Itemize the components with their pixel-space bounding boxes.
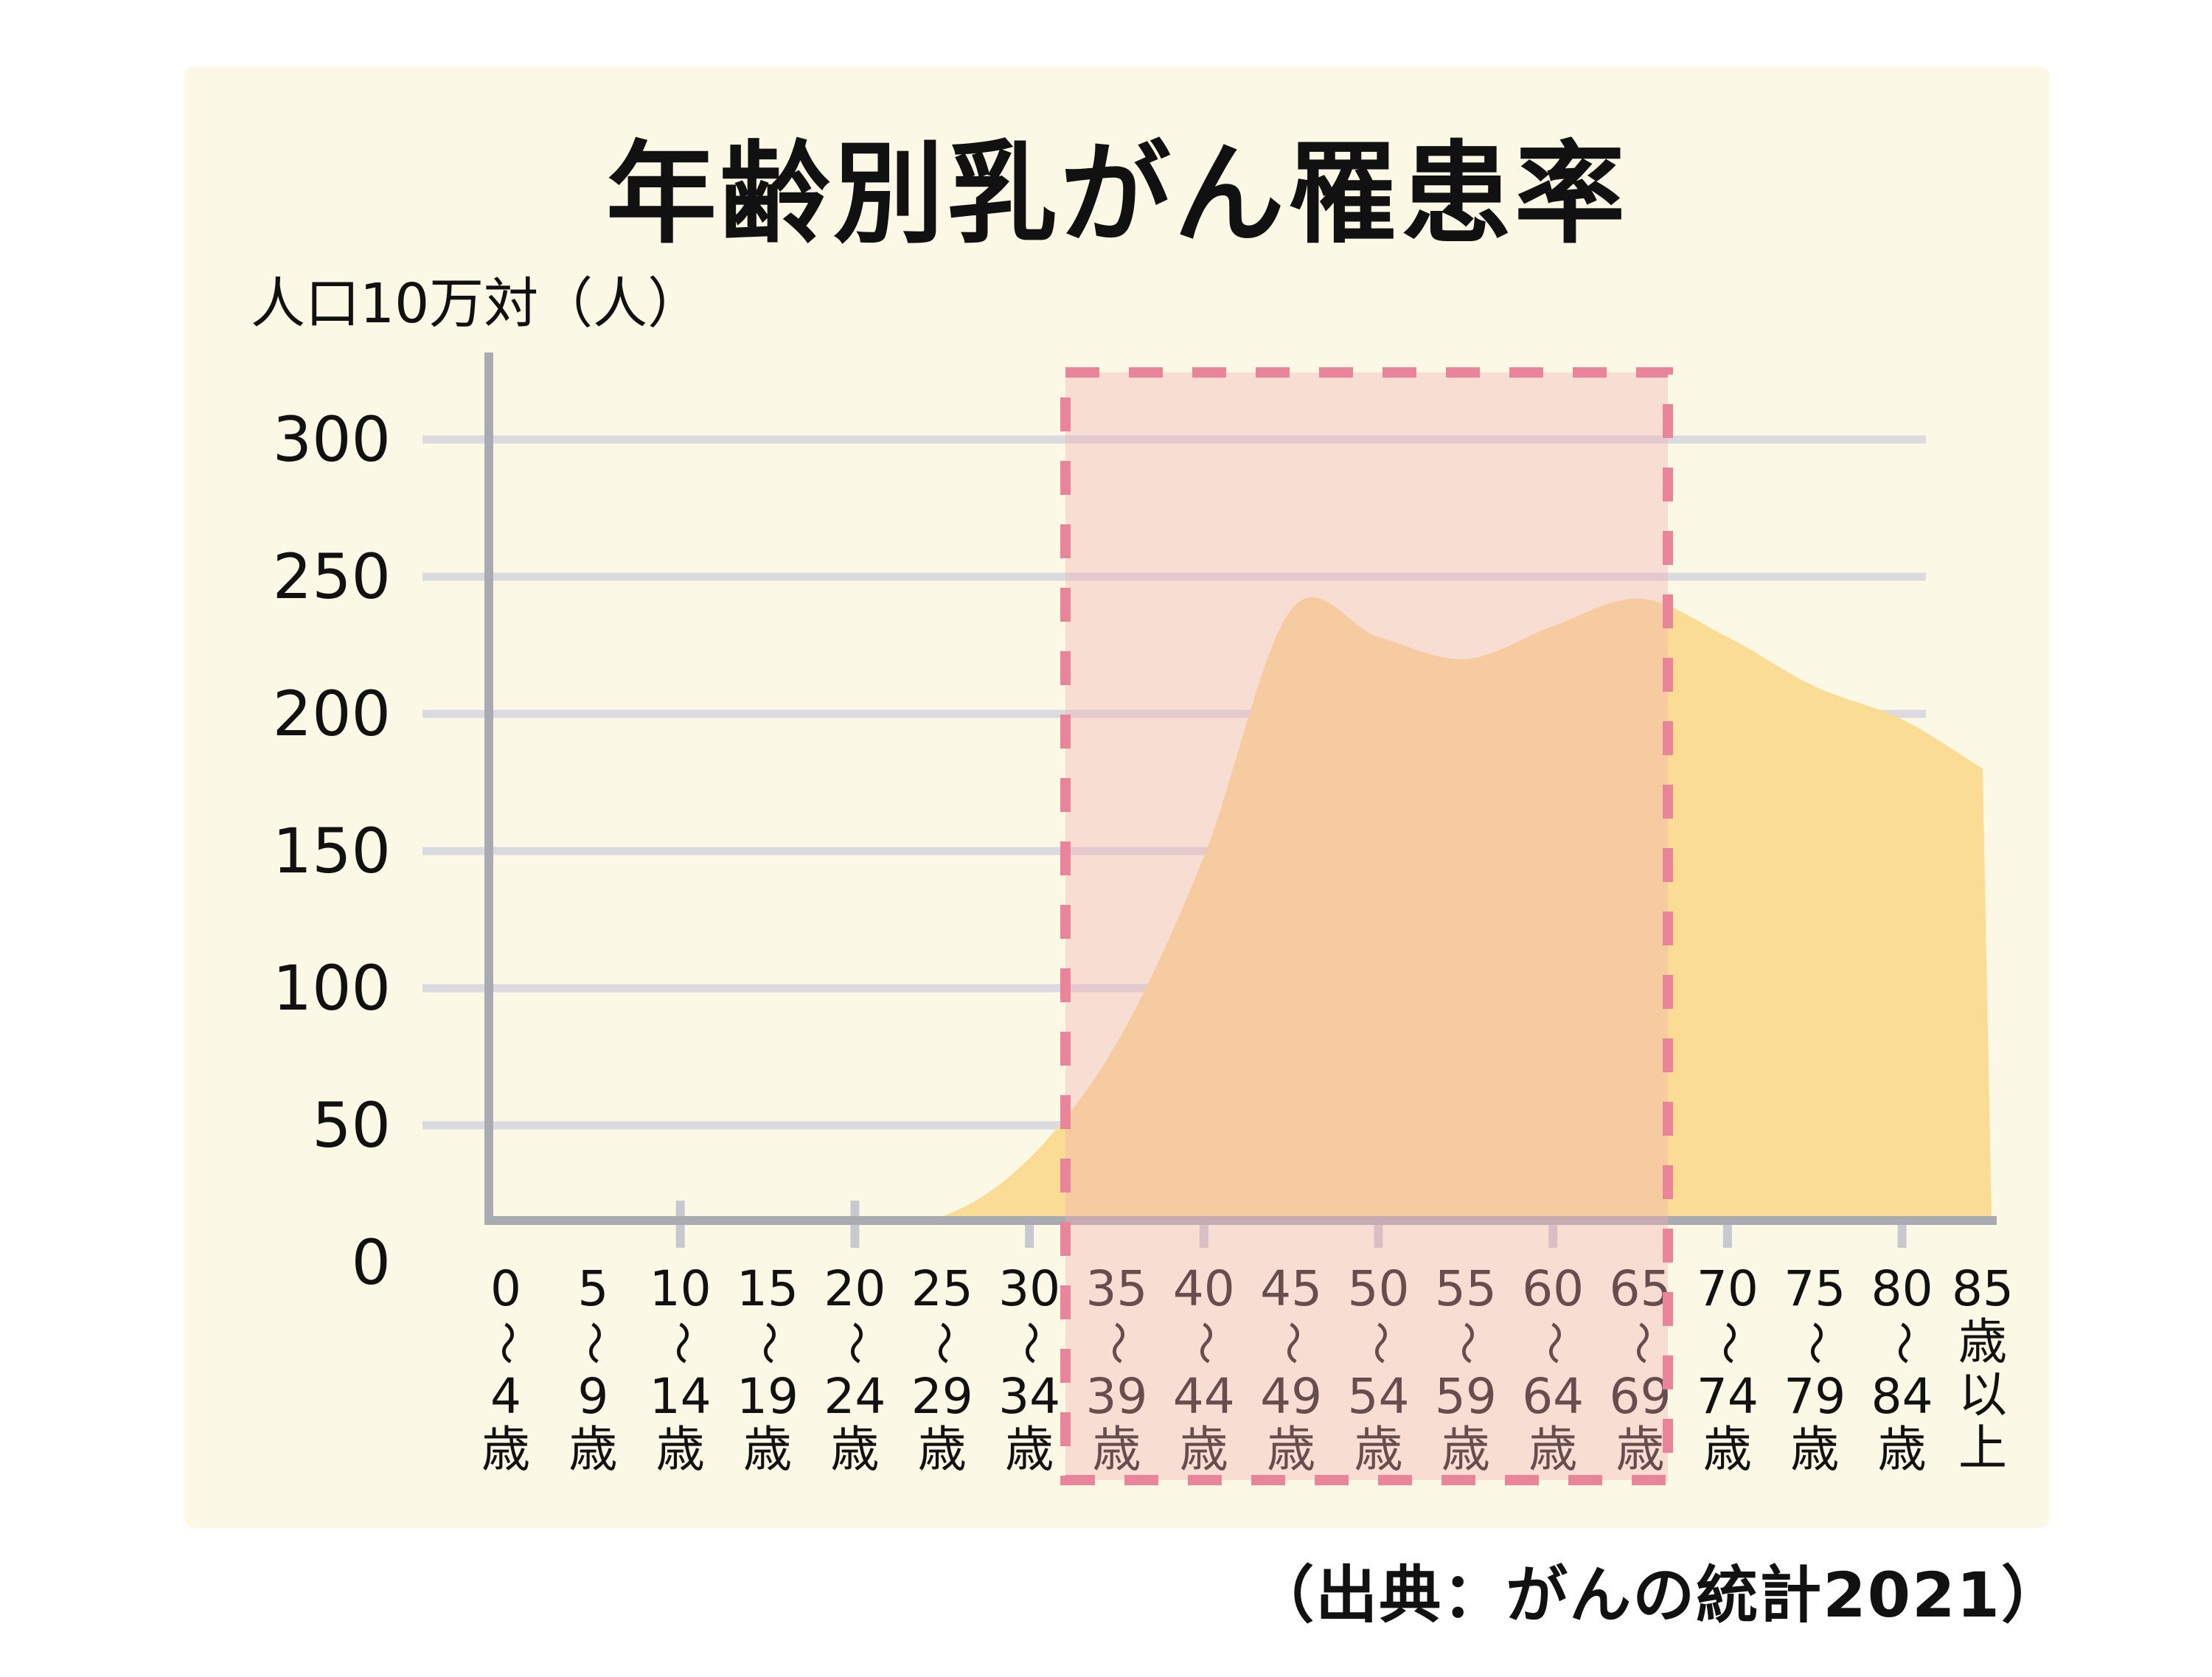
y-tick-label-50: 50	[312, 1089, 391, 1162]
x-label-5〜9歳: 5 〜 9 歳	[567, 1260, 619, 1478]
source-note: （出典：がんの統計2021）	[1252, 1559, 2065, 1631]
y-tick-label-200: 200	[272, 678, 391, 750]
y-tick-label-150: 150	[272, 815, 391, 887]
y-tick-label-250: 250	[272, 541, 391, 613]
x-label-70〜74歳: 70 〜 74 歳	[1696, 1260, 1759, 1478]
x-label-30〜34歳: 30 〜 34 歳	[998, 1260, 1061, 1478]
x-label-25〜29歳: 25 〜 29 歳	[911, 1260, 973, 1478]
x-label-85歳以上: 85 歳以上	[1952, 1260, 2014, 1476]
y-tick-label-100: 100	[272, 952, 391, 1024]
y-tick-label-0: 0	[351, 1226, 391, 1299]
y-axis-unit-label: 人口10万対（人）	[251, 272, 703, 336]
x-label-10〜14歳: 10 〜 14 歳	[649, 1260, 712, 1478]
chart-title: 年齢別乳がん罹患率	[605, 131, 1628, 259]
x-label-20〜24歳: 20 〜 24 歳	[824, 1260, 886, 1478]
x-label-80〜84歳: 80 〜 84 歳	[1871, 1260, 1933, 1478]
x-label-15〜19歳: 15 〜 19 歳	[737, 1260, 799, 1478]
x-label-75〜79歳: 75 〜 79 歳	[1784, 1260, 1846, 1478]
y-tick-label-300: 300	[272, 403, 391, 476]
x-label-0〜4歳: 0 〜 4 歳	[480, 1260, 532, 1478]
